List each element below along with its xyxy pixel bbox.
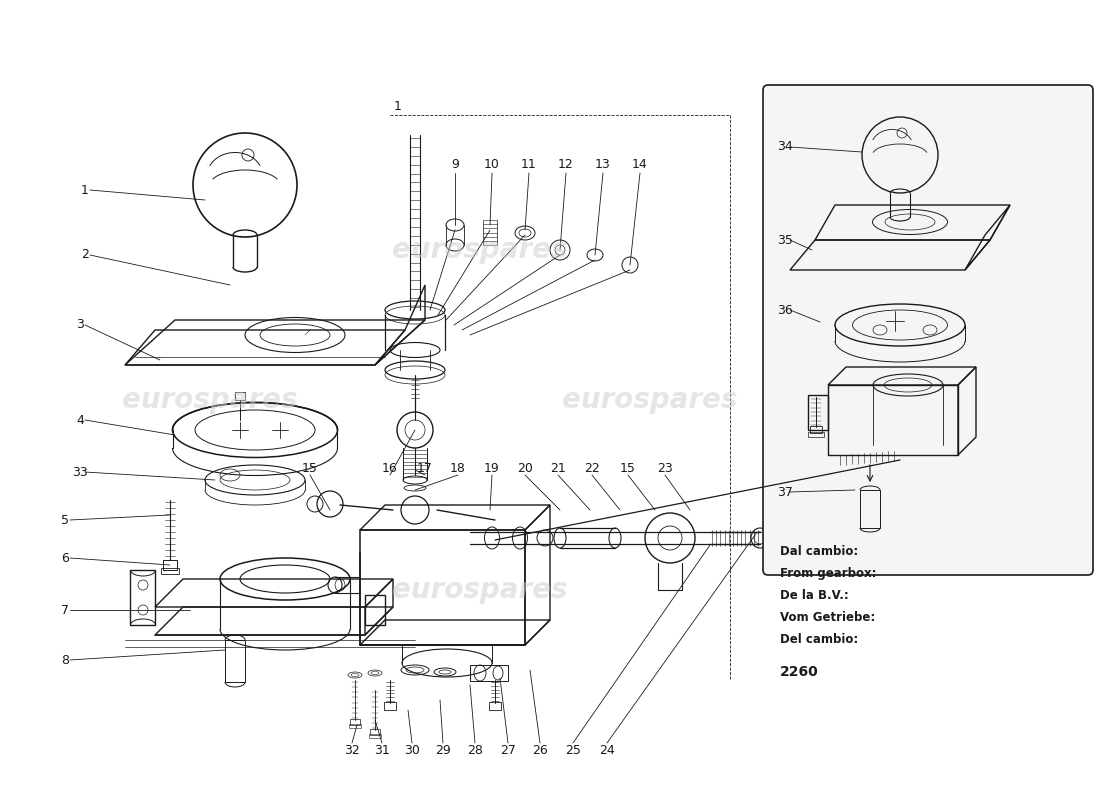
Text: 12: 12 (558, 158, 574, 171)
Bar (349, 724, 361, 728)
Text: 26: 26 (532, 743, 548, 757)
Text: 3: 3 (76, 318, 84, 331)
Text: 19: 19 (484, 462, 499, 474)
Text: 20: 20 (517, 462, 532, 474)
Text: 27: 27 (500, 743, 516, 757)
Text: 31: 31 (374, 743, 389, 757)
Text: 23: 23 (657, 462, 673, 474)
Bar (808, 432, 824, 437)
Bar (163, 560, 177, 570)
Text: eurospares: eurospares (393, 236, 568, 264)
Text: 2: 2 (81, 249, 89, 262)
Bar (384, 702, 396, 710)
Text: 16: 16 (382, 462, 398, 474)
Text: 37: 37 (777, 486, 793, 498)
Text: eurospares: eurospares (393, 576, 568, 604)
Text: 11: 11 (521, 158, 537, 171)
Bar (360, 530, 525, 645)
Text: 15: 15 (620, 462, 636, 474)
Text: Del cambio:: Del cambio: (780, 633, 858, 646)
Text: 7: 7 (60, 603, 69, 617)
Bar (470, 665, 508, 681)
Bar (368, 734, 381, 738)
Bar (226, 640, 245, 682)
Text: eurospares: eurospares (562, 386, 738, 414)
Bar (768, 90, 1088, 570)
Bar (860, 490, 880, 528)
Bar (350, 719, 360, 725)
Text: 21: 21 (550, 462, 565, 474)
Text: 24: 24 (600, 743, 615, 757)
FancyBboxPatch shape (763, 85, 1093, 575)
Text: 30: 30 (404, 743, 420, 757)
Text: 17: 17 (417, 462, 433, 474)
Text: Dal cambio:: Dal cambio: (780, 545, 858, 558)
Bar (828, 385, 958, 455)
Text: 33: 33 (73, 466, 88, 478)
Bar (490, 702, 500, 710)
Text: 4: 4 (76, 414, 84, 426)
Text: 1: 1 (81, 183, 89, 197)
Text: 9: 9 (451, 158, 459, 171)
Text: 28: 28 (468, 743, 483, 757)
Text: 22: 22 (584, 462, 600, 474)
Text: 8: 8 (60, 654, 69, 666)
Text: 29: 29 (436, 743, 451, 757)
Text: 34: 34 (777, 141, 793, 154)
Text: 13: 13 (595, 158, 610, 171)
Text: 6: 6 (62, 551, 69, 565)
Text: From gearbox:: From gearbox: (780, 567, 877, 580)
Text: 15: 15 (302, 462, 318, 474)
Text: eurospares: eurospares (122, 386, 298, 414)
Bar (370, 729, 379, 735)
Text: De la B.V.:: De la B.V.: (780, 589, 849, 602)
Text: 5: 5 (60, 514, 69, 526)
Text: 2260: 2260 (780, 665, 818, 679)
Text: Vom Getriebe:: Vom Getriebe: (780, 611, 876, 624)
Bar (235, 392, 245, 400)
Text: 35: 35 (777, 234, 793, 246)
Text: 36: 36 (777, 303, 793, 317)
Text: 32: 32 (344, 743, 360, 757)
Text: 10: 10 (484, 158, 499, 171)
Text: 1: 1 (394, 101, 402, 114)
Text: 14: 14 (632, 158, 648, 171)
Text: 18: 18 (450, 462, 466, 474)
Bar (161, 568, 179, 574)
Text: 25: 25 (565, 743, 581, 757)
Bar (810, 426, 822, 433)
